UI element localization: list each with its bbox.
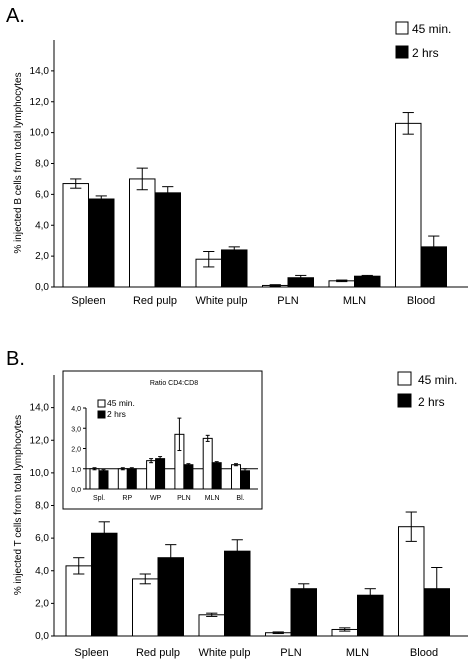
category-label: PLN — [177, 495, 191, 502]
bar-black — [183, 464, 194, 490]
category-label: RP — [122, 495, 132, 502]
bar-black — [423, 588, 450, 637]
inset-title: Ratio CD4:CD8 — [150, 380, 198, 387]
panel-label-A: A. — [6, 5, 25, 27]
category-label: Red pulp — [136, 647, 180, 659]
y-tick-label: 12,0 — [30, 435, 50, 446]
bar-white — [62, 183, 89, 288]
bar-black — [91, 532, 118, 637]
chart-B-inset: Ratio CD4:CD8 0,0 1,0 2,0 3,0 4,0 Spl. RP WP PLN M… — [62, 370, 263, 510]
chart-A: A. 0,0 2,0 4,0 6,0 8,0 10,0 12,0 14,0 % injected … — [6, 5, 468, 307]
bar-black — [240, 470, 250, 490]
bar-white — [398, 526, 425, 637]
y-tick-label: 6,0 — [35, 533, 49, 544]
bar-black — [88, 198, 115, 288]
y-axis-label: % injected B cells from total lymphocyte… — [13, 72, 24, 253]
category-label: MLN — [343, 295, 366, 307]
bar-white — [65, 565, 92, 637]
category-label: Blood — [407, 295, 435, 307]
bar-white — [198, 614, 225, 637]
legend-label: 2 hrs — [418, 395, 445, 409]
y-tick-label: 4,0 — [35, 566, 49, 577]
bar-white — [89, 468, 100, 490]
y-tick-label: 0,0 — [71, 487, 81, 494]
legend-label: 2 hrs — [412, 46, 439, 60]
y-tick-label: 6,0 — [35, 189, 49, 200]
y-tick-label: 0,0 — [35, 631, 49, 642]
category-label: Spleen — [71, 295, 105, 307]
y-tick-label: 8,0 — [35, 501, 49, 512]
y-tick-label: 2,0 — [35, 251, 49, 262]
category-label: Red pulp — [133, 295, 177, 307]
bar-black — [290, 588, 317, 637]
y-tick-label: 0,0 — [35, 282, 49, 293]
y-tick-label: 12,0 — [30, 97, 50, 108]
y-tick-label: 3,0 — [71, 426, 81, 433]
legend-swatch — [395, 45, 409, 59]
bar-black — [221, 249, 248, 288]
y-tick-label: 1,0 — [71, 467, 81, 474]
y-tick-label: 14,0 — [30, 403, 50, 414]
legend-swatch — [395, 21, 409, 35]
category-label: Bl. — [236, 495, 244, 502]
bar-white — [132, 578, 159, 637]
bar-white — [146, 460, 157, 490]
bar-black — [224, 550, 251, 637]
y-axis-label: % injected T cells from total lymphocyte… — [13, 415, 24, 595]
category-label: PLN — [277, 295, 298, 307]
bar-black — [354, 275, 381, 288]
legend-swatch — [97, 410, 106, 419]
y-tick-label: 14,0 — [30, 66, 50, 77]
bar-white — [395, 122, 422, 288]
legend-label: 45 min. — [107, 398, 135, 408]
bar-black — [154, 192, 181, 288]
category-label: MLN — [205, 495, 220, 502]
bar-white — [231, 464, 241, 490]
category-label: White pulp — [196, 295, 248, 307]
category-label: MLN — [346, 647, 369, 659]
bar-white — [117, 468, 128, 490]
category-label: Spl. — [93, 495, 105, 502]
panel-label-B: B. — [6, 348, 25, 370]
category-label: Blood — [410, 647, 438, 659]
legend-label: 2 hrs — [107, 409, 126, 419]
y-tick-label: 2,0 — [35, 598, 49, 609]
y-tick-label: 4,0 — [35, 220, 49, 231]
y-tick-label: 10,0 — [30, 468, 50, 479]
category-label: White pulp — [199, 647, 251, 659]
y-tick-label: 4,0 — [71, 406, 81, 413]
category-label: WP — [150, 495, 162, 502]
legend-swatch — [397, 393, 412, 408]
bar-black — [98, 470, 109, 490]
category-label: Spleen — [74, 647, 108, 659]
legend-swatch — [397, 371, 412, 386]
y-tick-label: 2,0 — [71, 447, 81, 454]
bar-white — [202, 437, 213, 490]
y-tick-label: 10,0 — [30, 128, 50, 139]
legend-label: 45 min. — [412, 22, 451, 36]
bar-black — [211, 462, 222, 490]
bar-white — [129, 178, 156, 288]
chart-B: B. 0,0 2,0 4,0 6,0 8,0 10,0 12,0 14,0 % injected … — [6, 348, 468, 659]
legend-swatch — [97, 399, 106, 408]
y-tick-label: 8,0 — [35, 159, 49, 170]
category-label: PLN — [280, 647, 301, 659]
bar-black — [126, 468, 137, 490]
legend-label: 45 min. — [418, 373, 457, 387]
bar-black — [155, 458, 166, 490]
